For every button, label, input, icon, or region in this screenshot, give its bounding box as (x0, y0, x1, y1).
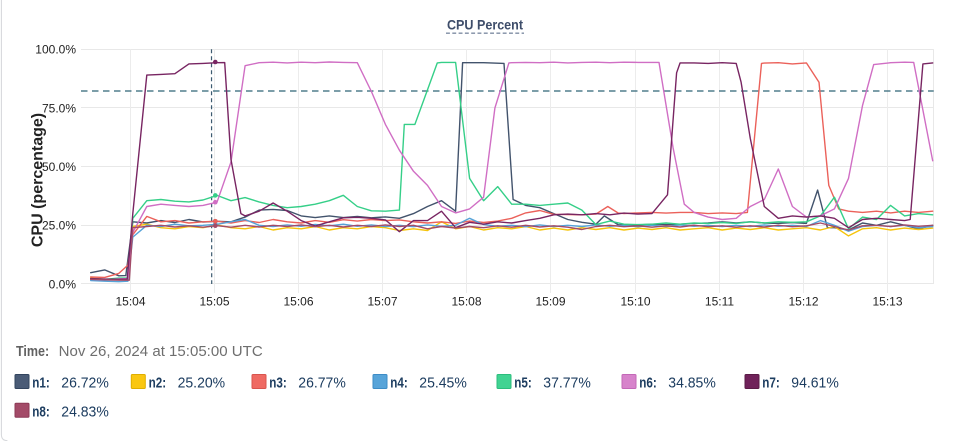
svg-text:94.61%: 94.61% (791, 375, 839, 392)
svg-text:n3:: n3: (269, 375, 287, 392)
svg-text:15:09: 15:09 (535, 295, 565, 309)
svg-text:34.85%: 34.85% (668, 375, 716, 392)
svg-text:15:05: 15:05 (199, 295, 229, 309)
svg-text:25.45%: 25.45% (419, 375, 467, 392)
svg-text:15:08: 15:08 (451, 295, 481, 309)
svg-text:26.72%: 26.72% (61, 375, 109, 392)
svg-text:25.20%: 25.20% (178, 375, 226, 392)
svg-text:37.77%: 37.77% (543, 375, 591, 392)
svg-text:Nov 26, 2024 at 15:05:00 UTC: Nov 26, 2024 at 15:05:00 UTC (59, 344, 263, 360)
svg-text:15:04: 15:04 (115, 295, 145, 309)
svg-text:75.0%: 75.0% (42, 101, 76, 115)
svg-text:n8:: n8: (32, 403, 50, 420)
svg-text:15:12: 15:12 (788, 295, 818, 309)
svg-text:15:13: 15:13 (872, 295, 902, 309)
svg-text:n2:: n2: (149, 375, 167, 392)
svg-text:15:10: 15:10 (620, 295, 650, 309)
svg-text:n6:: n6: (639, 375, 657, 392)
svg-text:15:11: 15:11 (705, 295, 734, 309)
svg-text:CPU (percentage): CPU (percentage) (29, 113, 46, 247)
svg-text:CPU Percent: CPU Percent (447, 16, 523, 32)
svg-text:0.0%: 0.0% (49, 277, 77, 291)
svg-text:n7:: n7: (762, 375, 780, 392)
svg-text:Time:: Time: (16, 344, 49, 360)
svg-text:n1:: n1: (32, 375, 50, 392)
svg-text:n4:: n4: (390, 375, 408, 392)
svg-text:50.0%: 50.0% (42, 160, 76, 174)
svg-text:n5:: n5: (514, 375, 532, 392)
svg-text:24.83%: 24.83% (61, 403, 109, 420)
svg-text:15:06: 15:06 (283, 295, 313, 309)
svg-text:15:07: 15:07 (367, 295, 397, 309)
svg-text:25.0%: 25.0% (42, 219, 76, 233)
svg-text:26.77%: 26.77% (298, 375, 346, 392)
svg-text:100.0%: 100.0% (35, 43, 76, 57)
